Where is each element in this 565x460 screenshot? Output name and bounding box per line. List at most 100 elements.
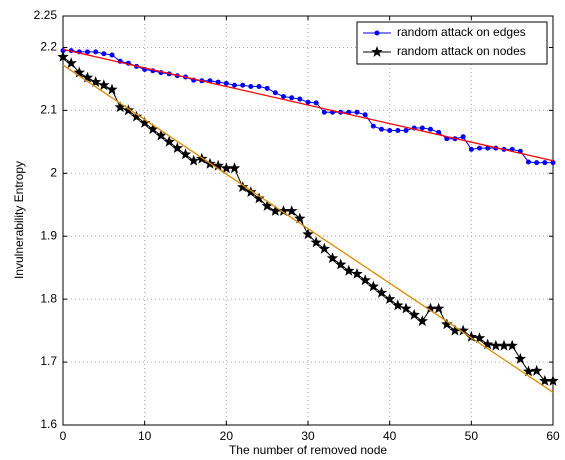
star-marker xyxy=(367,280,379,292)
x-tick-label: 50 xyxy=(465,429,479,443)
dot-marker xyxy=(93,49,99,55)
dot-marker xyxy=(223,80,229,86)
star-marker xyxy=(139,117,151,128)
star-marker xyxy=(424,302,437,314)
star-marker xyxy=(147,123,159,135)
star-marker xyxy=(277,205,290,216)
star-marker xyxy=(310,236,322,248)
star-marker xyxy=(286,205,298,216)
star-marker xyxy=(457,324,469,336)
dot-marker xyxy=(264,85,270,91)
legend-label: random attack on nodes xyxy=(397,44,526,58)
star-marker xyxy=(449,324,461,336)
legend-box xyxy=(356,21,548,65)
dot-marker xyxy=(272,90,278,96)
dot-marker xyxy=(281,94,286,100)
y-tick-label: 2.1 xyxy=(40,103,57,117)
star-marker xyxy=(188,154,200,166)
star-marker xyxy=(343,264,355,276)
star-marker xyxy=(408,308,420,320)
dot-marker xyxy=(370,123,376,129)
fit-line xyxy=(62,48,554,162)
y-tick-label: 1.8 xyxy=(40,291,57,305)
dot-marker xyxy=(313,100,319,106)
star-marker xyxy=(114,101,126,113)
dot-marker xyxy=(305,99,311,105)
star-marker xyxy=(490,339,502,351)
star-marker xyxy=(73,66,85,78)
star-marker xyxy=(498,339,510,351)
star-marker xyxy=(106,83,118,95)
star-marker xyxy=(506,339,518,351)
star-marker xyxy=(269,205,281,216)
dot-marker xyxy=(321,109,327,115)
dot-marker xyxy=(362,112,368,118)
plot-frame xyxy=(62,15,554,426)
star-marker xyxy=(539,375,551,386)
star-marker xyxy=(514,352,526,364)
dot-marker xyxy=(403,128,409,134)
y-tick-label: 1.6 xyxy=(40,417,57,431)
star-marker xyxy=(482,338,494,350)
star-marker xyxy=(98,79,110,91)
star-marker xyxy=(392,299,404,311)
star-marker xyxy=(228,162,241,174)
star-marker xyxy=(531,364,543,376)
star-marker xyxy=(245,186,257,197)
star-marker xyxy=(179,148,192,160)
x-tick-label: 30 xyxy=(301,429,315,443)
y-axis-label: Invulnerability Entropy xyxy=(12,161,26,279)
star-marker xyxy=(384,293,396,304)
y-tick-label: 2.25 xyxy=(34,8,58,22)
star-marker xyxy=(351,268,363,279)
x-tick-label: 20 xyxy=(220,429,234,443)
x-tick-label: 10 xyxy=(138,429,152,443)
star-marker xyxy=(237,181,249,192)
dot-marker xyxy=(419,125,425,131)
star-marker xyxy=(57,50,69,62)
star-marker xyxy=(261,200,273,211)
star-marker xyxy=(163,135,175,147)
star-marker xyxy=(522,365,535,377)
dot-marker xyxy=(256,83,262,89)
dot-marker xyxy=(526,159,531,165)
star-marker xyxy=(155,129,167,141)
dot-marker xyxy=(436,129,442,135)
x-tick-label: 0 xyxy=(60,429,67,443)
star-marker xyxy=(130,110,143,122)
dot-marker xyxy=(232,82,237,88)
fit-line xyxy=(62,64,554,393)
dot-marker xyxy=(240,82,246,88)
y-tick-label: 2.2 xyxy=(40,40,57,54)
dot-marker xyxy=(477,145,482,151)
dot-marker xyxy=(460,134,466,140)
dot-marker xyxy=(354,109,360,115)
star-marker xyxy=(473,332,486,343)
dot-marker xyxy=(428,126,433,132)
dot-marker xyxy=(297,96,303,102)
star-marker xyxy=(65,57,77,68)
legend-label: random attack on edges xyxy=(397,25,526,39)
dot-marker xyxy=(215,79,221,85)
y-tick-label: 1.9 xyxy=(40,228,57,242)
dot-marker xyxy=(395,128,401,134)
dot-marker xyxy=(550,160,556,166)
star-marker xyxy=(90,76,102,87)
dot-marker xyxy=(379,126,384,132)
x-tick-label: 40 xyxy=(383,429,397,443)
dot-marker xyxy=(534,160,540,166)
star-marker xyxy=(253,192,265,204)
star-marker xyxy=(433,302,445,314)
star-marker xyxy=(171,142,183,153)
star-marker xyxy=(220,162,232,174)
dot-marker xyxy=(542,160,548,166)
star-marker xyxy=(371,46,383,57)
star-marker xyxy=(318,242,330,254)
dot-marker xyxy=(485,145,491,151)
star-marker xyxy=(416,315,428,326)
star-marker xyxy=(547,375,559,386)
dot-marker xyxy=(248,83,254,89)
star-marker xyxy=(375,286,388,298)
star-marker xyxy=(294,212,306,224)
